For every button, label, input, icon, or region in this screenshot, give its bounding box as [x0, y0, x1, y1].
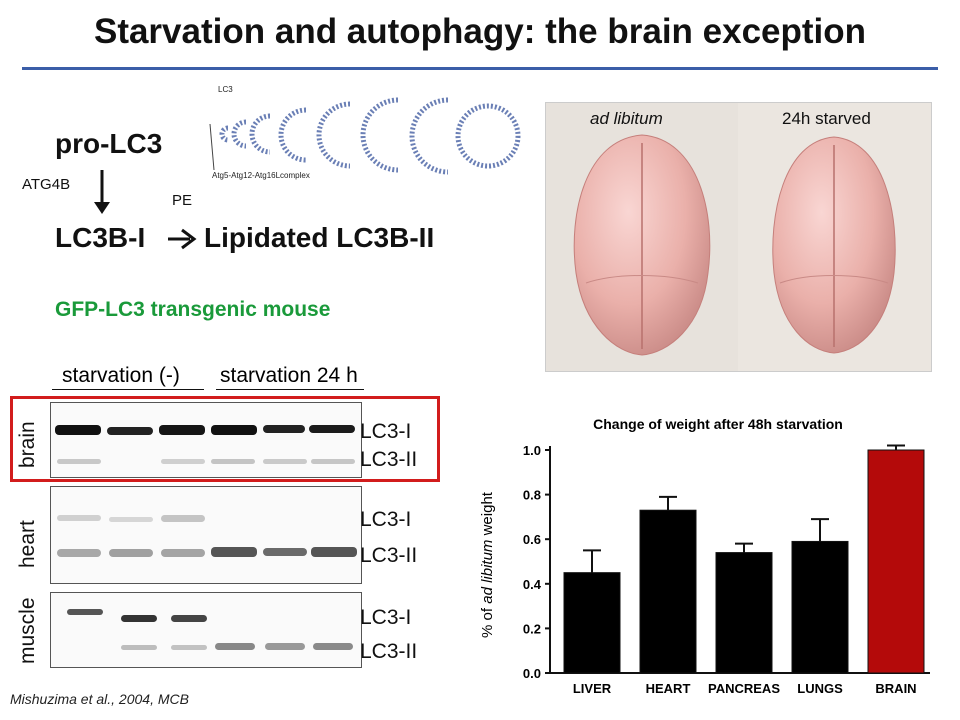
x-tick-label: BRAIN: [875, 681, 916, 696]
band: [211, 425, 257, 435]
blot-panel-heart: [50, 486, 362, 584]
band: [57, 549, 101, 557]
down-arrow-icon: [94, 170, 110, 214]
bar-lungs: [791, 540, 849, 674]
band: [263, 459, 307, 464]
blot-panel-brain: [50, 402, 362, 478]
blot-header-left-rule: [52, 389, 204, 390]
band: [263, 548, 307, 556]
autophagosome-diagram: LC3 Atg5-Atg12-Atg16Lcomplex: [209, 85, 521, 180]
diagram-complex-label: Atg5-Atg12-Atg16Lcomplex: [212, 171, 310, 180]
diagram-lc3-label: LC3: [218, 85, 233, 94]
lc3b-i-label: LC3B-I: [55, 222, 146, 253]
brain-starved: [772, 136, 896, 354]
band: [67, 609, 103, 615]
heart-lc3-i-label: LC3-I: [360, 508, 412, 531]
ylabel-italic: ad libitum: [479, 540, 496, 604]
blot-header-left: starvation (-): [62, 364, 180, 387]
blot-header-right-rule: [216, 389, 364, 390]
pe-label: PE: [172, 192, 193, 209]
ad-libitum-caption: ad libitum: [590, 109, 663, 128]
slide-title: Starvation and autophagy: the brain exce…: [93, 12, 867, 51]
band: [121, 615, 157, 622]
band: [121, 645, 157, 650]
tissue-label-brain: brain: [16, 421, 39, 468]
bar-heart: [639, 509, 697, 674]
band: [263, 425, 305, 433]
brain-ad-libitum: [573, 134, 711, 356]
band: [311, 459, 355, 464]
blot-panel-muscle: [50, 592, 362, 668]
ylabel-suffix: weight: [479, 491, 496, 539]
tissue-label-muscle: muscle: [16, 597, 39, 664]
band: [211, 547, 257, 557]
weight-change-chart: Change of weight after 48h starvation % …: [479, 416, 930, 696]
band: [109, 549, 153, 557]
x-tick-label: LIVER: [573, 681, 612, 696]
bar-pancreas: [715, 552, 773, 674]
ylabel-prefix: % of: [479, 604, 496, 638]
pro-lc3-label: pro-LC3: [55, 128, 163, 159]
band: [311, 547, 357, 557]
y-tick-label: 1.0: [523, 443, 541, 458]
brain-photos: ad libitum 24h starved: [545, 102, 932, 372]
brain-lc3-ii-label: LC3-II: [360, 448, 418, 471]
brain-images: [573, 134, 896, 356]
band: [211, 459, 255, 464]
chart-title: Change of weight after 48h starvation: [593, 416, 843, 432]
band: [171, 645, 207, 650]
band: [171, 615, 207, 622]
starved-caption: 24h starved: [782, 109, 871, 128]
muscle-lc3-ii-label: LC3-II: [360, 640, 418, 663]
band: [107, 427, 153, 435]
band: [57, 459, 101, 464]
bar-brain: [867, 449, 925, 674]
band: [313, 643, 353, 650]
band: [55, 425, 101, 435]
right-arrow-icon: [168, 228, 197, 250]
lc3b-ii-label: Lipidated LC3B-II: [204, 222, 435, 253]
chart-body: 0.0 0.2 0.4 0.6 0.8 1.0 LIVER HEART PANCREAS LUNG…: [523, 443, 930, 696]
x-tick-label: PANCREAS: [708, 681, 780, 696]
band: [309, 425, 355, 433]
atg4b-label: ATG4B: [22, 176, 71, 193]
y-tick-label: 0.8: [523, 488, 541, 503]
citation: Mishuzima et al., 2004, MCB: [10, 691, 189, 707]
band: [161, 515, 205, 522]
muscle-lc3-i-label: LC3-I: [360, 606, 412, 629]
chart-y-axis-label: % of ad libitum weight: [479, 491, 496, 638]
band: [215, 643, 255, 650]
band: [161, 549, 205, 557]
band: [57, 515, 101, 521]
y-tick-label: 0.0: [523, 666, 541, 681]
band: [161, 459, 205, 464]
brain-highlight-box: [10, 396, 440, 482]
band: [109, 517, 153, 522]
tissue-label-heart: heart: [16, 520, 39, 568]
y-tick-label: 0.6: [523, 532, 541, 547]
band: [159, 425, 205, 435]
y-tick-label: 0.4: [523, 577, 542, 592]
heart-lc3-ii-label: LC3-II: [360, 544, 418, 567]
blot-header-right: starvation 24 h: [220, 364, 358, 387]
bar-liver: [563, 572, 621, 674]
title-rule: [22, 67, 938, 70]
brain-lc3-i-label: LC3-I: [360, 420, 412, 443]
band: [265, 643, 305, 650]
x-tick-label: LUNGS: [797, 681, 843, 696]
y-tick-label: 0.2: [523, 621, 541, 636]
gfp-label: GFP-LC3 transgenic mouse: [55, 298, 331, 321]
x-tick-label: HEART: [646, 681, 691, 696]
